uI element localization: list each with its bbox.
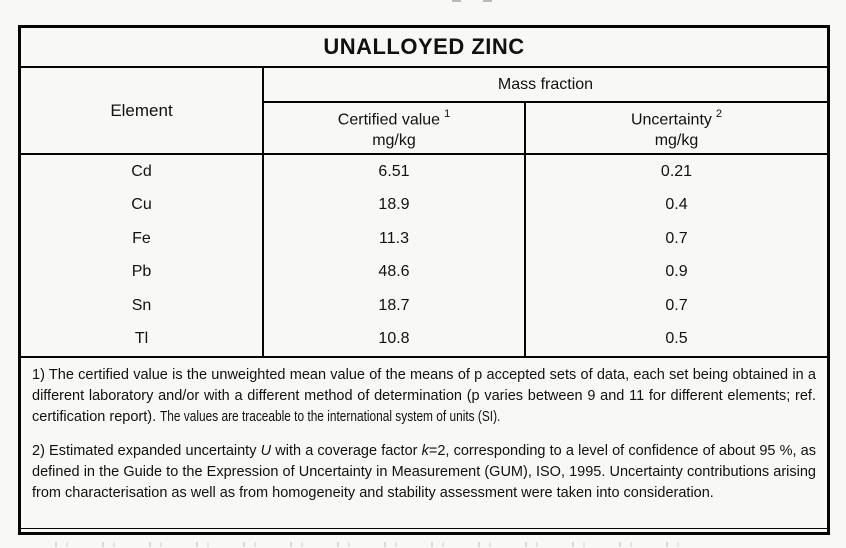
uncertainty-symbol: U [260,443,272,459]
column-header-uncertainty: Uncertainty 2 mg/kg [526,103,827,153]
footnote-1-traceability: The values are traceable to the internat… [160,409,501,425]
column-header-certified-value: Certified value 1 mg/kg [264,103,526,153]
element-cell: Cd [21,155,264,189]
uncertainty-cell: 0.7 [665,296,688,314]
element-cell: Sn [21,289,264,323]
certified-value-label: Certified value 1 [337,107,451,129]
uncertainty-cell: 0.5 [665,330,688,348]
uncertainty-label: Uncertainty 2 [630,107,723,129]
column-header-element: Element [21,68,264,153]
certified-value-unit: mg/kg [372,132,416,150]
certified-value-cell: 18.9 [264,188,526,222]
mass-fraction-header-group: Mass fraction Certified value 1 mg/kg Unc… [264,68,827,153]
inner-bottom-rule [21,528,827,529]
coverage-factor-symbol: k [421,443,429,459]
footnote-1: 1) The certified value is the unweighted… [32,365,816,428]
uncertainty-cell: 0.21 [660,162,693,180]
uncertainty-unit: mg/kg [654,132,699,150]
certified-values-table: UNALLOYED ZINC Element Mass fraction Cer… [18,25,830,535]
uncertainty-cell: 0.9 [665,263,688,281]
cropped-text-artifact-top [483,0,492,2]
table-row: Sn 18.7 0.7 [21,289,827,323]
footnote-ref-2: 2 [715,107,723,120]
cropped-text-artifact-top [452,0,461,2]
footnote-2: 2) Estimated expanded uncertainty U with… [32,443,816,501]
table-header: Element Mass fraction Certified value 1 m… [21,68,827,155]
certified-value-cell: 6.51 [264,155,526,189]
certified-value-cell: 18.7 [264,289,526,323]
uncertainty-cell: 0.4 [665,196,688,214]
element-cell: Cu [21,188,264,222]
element-cell: Tl [21,322,264,356]
footnote-ref-1: 1 [444,107,451,120]
table-body: Cd 6.51 0.21 Cu 18.9 0.4 Fe 11.3 0.7 Pb … [21,155,827,358]
table-row: Pb 48.6 0.9 [21,255,827,289]
footnotes-section: 1) The certified value is the unweighted… [21,358,827,532]
table-row: Cu 18.9 0.4 [21,188,827,222]
uncertainty-cell: 0.7 [665,229,688,247]
table-row: Cd 6.51 0.21 [21,155,827,189]
element-cell: Fe [21,222,264,256]
certified-value-cell: 48.6 [264,255,526,289]
table-title: UNALLOYED ZINC [21,28,827,68]
element-cell: Pb [21,255,264,289]
table-row: Fe 11.3 0.7 [21,222,827,256]
column-group-header-mass-fraction: Mass fraction [264,68,827,103]
certified-value-cell: 10.8 [264,322,526,356]
cropped-text-artifact-bottom [55,542,705,547]
certified-value-cell: 11.3 [264,222,526,256]
sub-headers: Certified value 1 mg/kg Uncertainty 2 mg/k… [264,103,827,153]
table-row: Tl 10.8 0.5 [21,322,827,356]
